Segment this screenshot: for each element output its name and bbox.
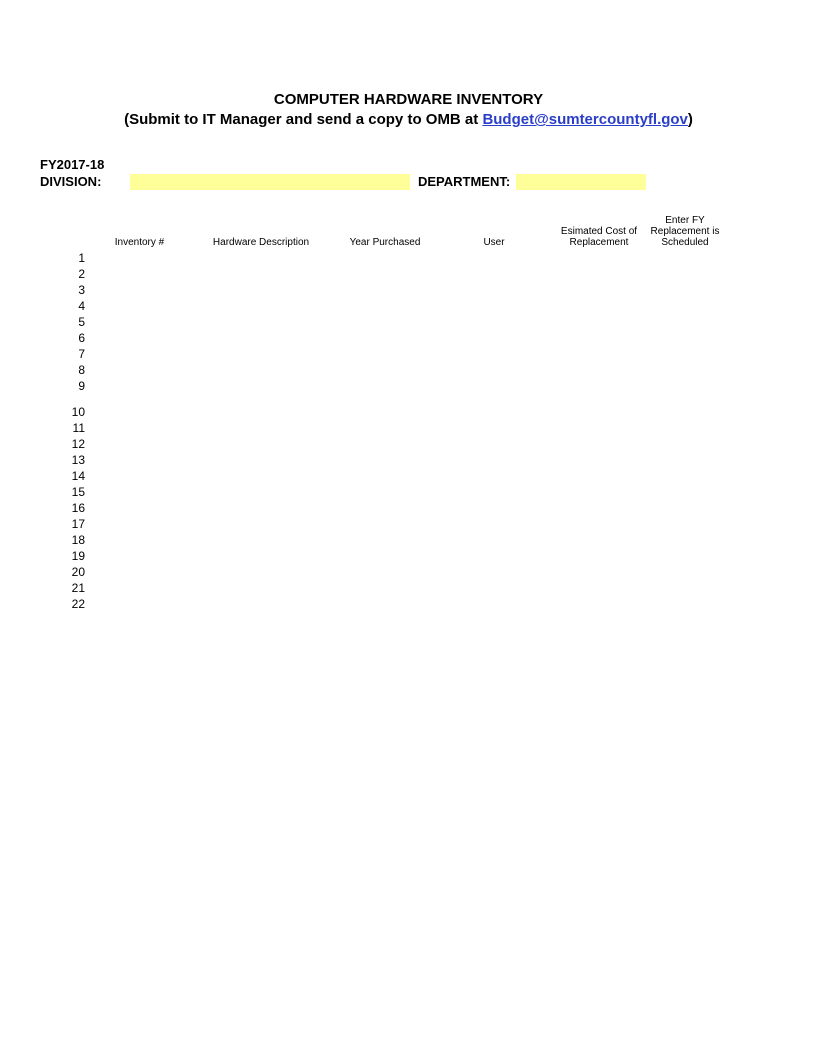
page-title: COMPUTER HARDWARE INVENTORY [40, 90, 777, 110]
row-number: 5 [40, 315, 95, 329]
table-row: 5 [40, 314, 777, 330]
email-link[interactable]: Budget@sumtercountyfl.gov [482, 111, 687, 128]
table-row: 19 [40, 548, 777, 564]
row-number: 10 [40, 405, 95, 419]
table-row: 17 [40, 516, 777, 532]
table-row: 4 [40, 298, 777, 314]
row-number: 4 [40, 299, 95, 313]
inventory-table: Inventory # Hardware Description Year Pu… [40, 214, 777, 612]
row-number: 12 [40, 437, 95, 451]
row-number: 9 [40, 379, 95, 393]
table-row: 7 [40, 346, 777, 362]
table-row: 15 [40, 484, 777, 500]
table-row: 22 [40, 596, 777, 612]
table-body: 12345678910111213141516171819202122 [40, 250, 777, 612]
col-header-description: Hardware Description [184, 237, 338, 248]
table-row: 13 [40, 452, 777, 468]
col-header-user: User [432, 237, 556, 248]
table-row: 18 [40, 532, 777, 548]
fiscal-year-label: FY2017-18 [40, 157, 130, 172]
row-number: 21 [40, 581, 95, 595]
row-number: 6 [40, 331, 95, 345]
department-label: DEPARTMENT: [418, 174, 510, 189]
row-number: 18 [40, 533, 95, 547]
row-number: 7 [40, 347, 95, 361]
row-number: 2 [40, 267, 95, 281]
subtitle-suffix: ) [688, 111, 693, 128]
col-header-year: Year Purchased [338, 237, 432, 248]
fiscal-year-row: FY2017-18 [40, 157, 777, 172]
row-gap [40, 394, 777, 404]
department-input[interactable] [516, 174, 646, 190]
row-number: 16 [40, 501, 95, 515]
division-input[interactable] [130, 174, 410, 190]
table-row: 12 [40, 436, 777, 452]
row-number: 19 [40, 549, 95, 563]
col-header-fy: Enter FY Replacement is Scheduled [642, 215, 728, 248]
table-row: 10 [40, 404, 777, 420]
row-number: 8 [40, 363, 95, 377]
page: COMPUTER HARDWARE INVENTORY (Submit to I… [0, 0, 817, 1057]
row-number: 20 [40, 565, 95, 579]
table-header-row: Inventory # Hardware Description Year Pu… [95, 214, 777, 248]
row-number: 14 [40, 469, 95, 483]
table-row: 20 [40, 564, 777, 580]
row-number: 3 [40, 283, 95, 297]
table-row: 8 [40, 362, 777, 378]
table-row: 6 [40, 330, 777, 346]
col-header-inventory: Inventory # [95, 237, 184, 248]
row-number: 15 [40, 485, 95, 499]
division-label: DIVISION: [40, 174, 130, 189]
division-department-row: DIVISION: DEPARTMENT: [40, 174, 777, 190]
table-row: 11 [40, 420, 777, 436]
subtitle-prefix: (Submit to IT Manager and send a copy to… [124, 111, 482, 128]
row-number: 11 [40, 421, 95, 435]
table-row: 3 [40, 282, 777, 298]
table-row: 16 [40, 500, 777, 516]
table-row: 21 [40, 580, 777, 596]
table-row: 2 [40, 266, 777, 282]
table-row: 9 [40, 378, 777, 394]
row-number: 17 [40, 517, 95, 531]
title-block: COMPUTER HARDWARE INVENTORY (Submit to I… [40, 90, 777, 131]
table-row: 14 [40, 468, 777, 484]
row-number: 1 [40, 251, 95, 265]
col-header-cost: Esimated Cost of Replacement [556, 226, 642, 248]
row-number: 22 [40, 597, 95, 611]
row-number: 13 [40, 453, 95, 467]
page-subtitle: (Submit to IT Manager and send a copy to… [40, 110, 777, 130]
table-row: 1 [40, 250, 777, 266]
